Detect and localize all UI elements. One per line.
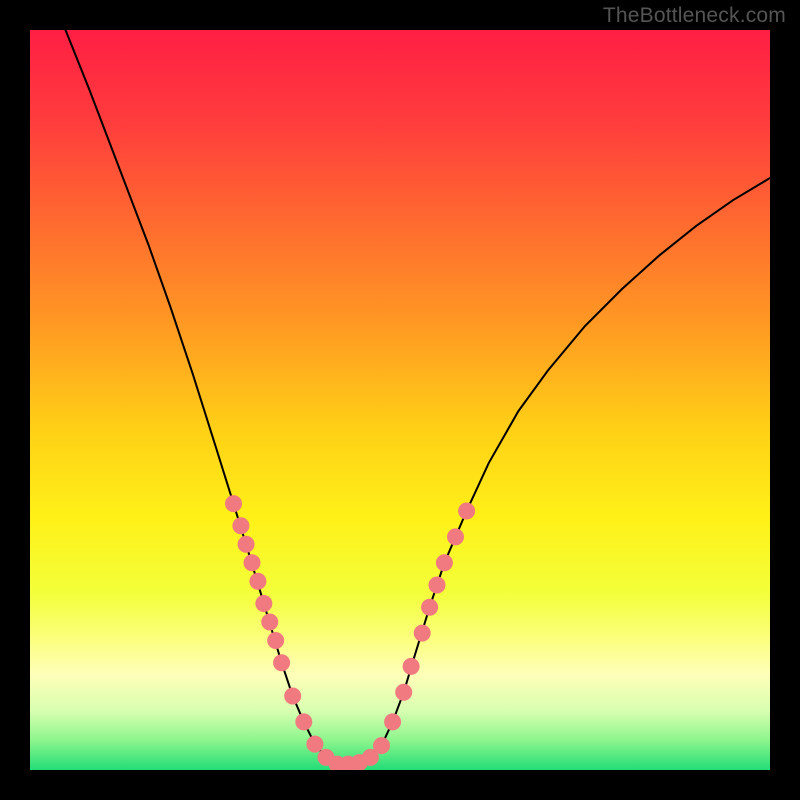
data-dot (307, 736, 323, 752)
data-dot (244, 555, 260, 571)
data-dot (429, 577, 445, 593)
data-dot (296, 714, 312, 730)
data-dot (422, 599, 438, 615)
chart-svg (30, 30, 770, 770)
watermark-text: TheBottleneck.com (603, 4, 786, 28)
data-dot (459, 503, 475, 519)
data-dot (256, 596, 272, 612)
data-dot (226, 496, 242, 512)
data-dot (250, 573, 266, 589)
data-dot (374, 738, 390, 754)
data-dot (414, 625, 430, 641)
bottleneck-chart (30, 30, 770, 770)
data-dot (274, 655, 290, 671)
data-dot (385, 714, 401, 730)
data-dot (268, 633, 284, 649)
data-dot (262, 614, 278, 630)
data-dot (233, 518, 249, 534)
data-dot (285, 688, 301, 704)
data-dot (448, 529, 464, 545)
data-dot (403, 658, 419, 674)
gradient-background (30, 30, 770, 770)
data-dot (396, 684, 412, 700)
data-dot (436, 555, 452, 571)
data-dot (238, 536, 254, 552)
